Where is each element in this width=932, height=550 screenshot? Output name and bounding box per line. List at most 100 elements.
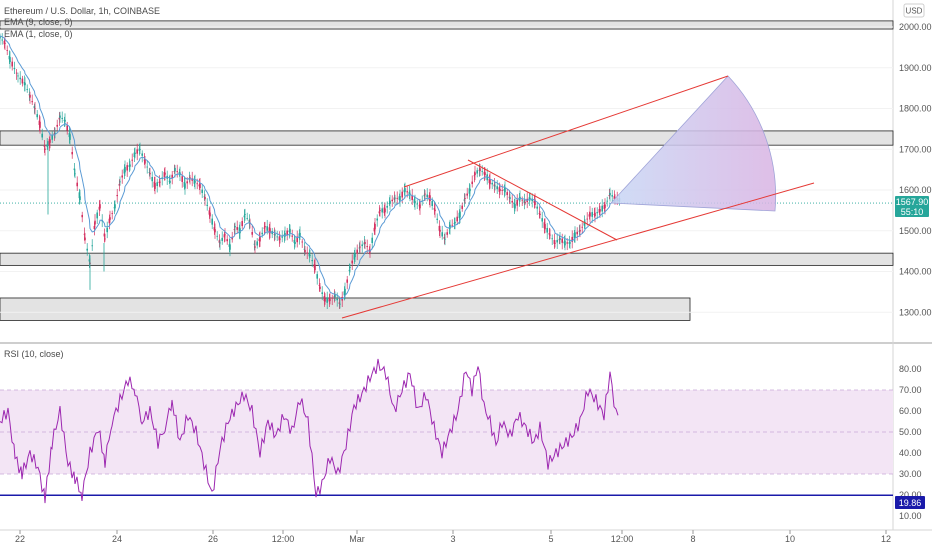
candle-body bbox=[264, 226, 266, 228]
time-axis[interactable]: 22 24 26 12:00 Mar 3 5 12:00 8 10 12 bbox=[15, 530, 891, 544]
candle-body bbox=[496, 186, 498, 190]
candle-body bbox=[88, 259, 91, 262]
candle-body bbox=[463, 199, 466, 201]
candle-body bbox=[304, 249, 306, 253]
candle-body bbox=[184, 183, 186, 189]
candle-body bbox=[401, 191, 403, 198]
candle-body bbox=[358, 247, 361, 249]
candle-body bbox=[124, 166, 126, 173]
price-tick-label: 1900.00 bbox=[899, 63, 932, 73]
candle-body bbox=[389, 200, 391, 204]
rsi-tick-label: 70.00 bbox=[899, 385, 922, 395]
fib-fan-shape[interactable] bbox=[610, 75, 776, 212]
candle-body bbox=[119, 181, 121, 183]
candle-body bbox=[278, 236, 281, 241]
candle-body bbox=[116, 194, 118, 197]
candle-body bbox=[379, 210, 381, 211]
candle-body bbox=[121, 175, 123, 178]
candle-body bbox=[78, 192, 81, 199]
candle-body bbox=[226, 239, 228, 242]
candle-body bbox=[344, 288, 346, 295]
candle-body bbox=[473, 175, 476, 177]
candle-body bbox=[133, 152, 136, 157]
candle-body bbox=[378, 211, 381, 214]
candle-body bbox=[204, 197, 206, 200]
price-axis[interactable]: 2000.00 1900.00 1800.00 1700.00 1600.00 1500.… bbox=[899, 22, 932, 317]
candle-body bbox=[111, 213, 113, 214]
time-tick-label: 3 bbox=[450, 534, 455, 544]
candle-body bbox=[504, 187, 506, 193]
candle-body bbox=[214, 229, 216, 233]
candle-body bbox=[604, 204, 606, 209]
candle-body bbox=[376, 218, 378, 221]
price-tick-label: 1500.00 bbox=[899, 226, 932, 236]
candle-body bbox=[289, 228, 291, 233]
candle-body bbox=[348, 269, 351, 271]
candle-body bbox=[524, 201, 526, 203]
candle-body bbox=[441, 232, 443, 237]
rsi-tag-box bbox=[895, 496, 925, 509]
candle-body bbox=[381, 208, 383, 213]
candle-body bbox=[548, 233, 551, 235]
candle-body bbox=[28, 94, 31, 96]
drawing-tools[interactable] bbox=[341, 75, 815, 319]
candle-body bbox=[559, 238, 561, 240]
rsi-legend: RSI (10, close) bbox=[4, 349, 64, 359]
candle-body bbox=[274, 234, 276, 236]
candle-body bbox=[86, 248, 88, 251]
candle-body bbox=[171, 174, 173, 179]
candle-body bbox=[349, 266, 351, 268]
candle-body bbox=[66, 125, 68, 131]
candle-body bbox=[261, 232, 263, 235]
rsi-tick-label: 30.00 bbox=[899, 469, 922, 479]
candle-body bbox=[296, 236, 298, 243]
candle-body bbox=[253, 243, 256, 245]
ema-line bbox=[0, 35, 620, 300]
candle-body bbox=[56, 124, 58, 127]
candle-body bbox=[53, 133, 56, 135]
candle-body bbox=[159, 181, 161, 183]
price-tick-label: 1300.00 bbox=[899, 307, 932, 317]
candle-body bbox=[419, 204, 421, 209]
candle-body bbox=[44, 148, 46, 150]
candle-body bbox=[591, 212, 593, 217]
candle-body bbox=[606, 200, 608, 202]
candle-body bbox=[306, 252, 308, 254]
candle-body bbox=[194, 180, 196, 183]
candle-body bbox=[243, 215, 246, 218]
candle-body bbox=[546, 227, 548, 233]
candle-body bbox=[93, 225, 96, 230]
zone-rect bbox=[0, 252, 894, 266]
channel-lower-line[interactable] bbox=[341, 182, 815, 319]
candle-body bbox=[319, 286, 321, 289]
rsi-series bbox=[0, 358, 619, 504]
candle-body bbox=[293, 239, 296, 244]
candle-body bbox=[201, 189, 203, 193]
candle-body bbox=[553, 240, 556, 244]
rsi-axis[interactable]: 80.00 70.00 60.00 50.00 40.00 30.00 20.00 10.00 bbox=[899, 364, 922, 521]
currency-badge[interactable] bbox=[903, 3, 925, 18]
candle-body bbox=[103, 233, 106, 237]
candle-body bbox=[174, 167, 176, 172]
channel-upper-line[interactable] bbox=[403, 75, 729, 188]
candle-body bbox=[386, 205, 388, 208]
candle-body bbox=[453, 222, 456, 224]
candle-body bbox=[429, 195, 431, 202]
candle-body bbox=[336, 298, 338, 301]
candle-body bbox=[31, 101, 33, 103]
time-tick-label: 8 bbox=[690, 534, 695, 544]
price-tick-label: 2000.00 bbox=[899, 22, 932, 32]
candle-body bbox=[61, 117, 63, 119]
candle-body bbox=[371, 237, 373, 244]
time-tick-label: 22 bbox=[15, 534, 25, 544]
falling-trendline[interactable] bbox=[467, 159, 618, 241]
candle-body bbox=[321, 292, 323, 294]
candle-body bbox=[301, 241, 303, 243]
rsi-value: 19.86 bbox=[899, 498, 922, 508]
candle-body bbox=[351, 260, 353, 264]
candle-body bbox=[514, 204, 516, 209]
candle-body bbox=[544, 224, 546, 230]
candle-body bbox=[71, 151, 73, 155]
symbol-title: Ethereum / U.S. Dollar, 1h, COINBASE bbox=[4, 6, 160, 16]
